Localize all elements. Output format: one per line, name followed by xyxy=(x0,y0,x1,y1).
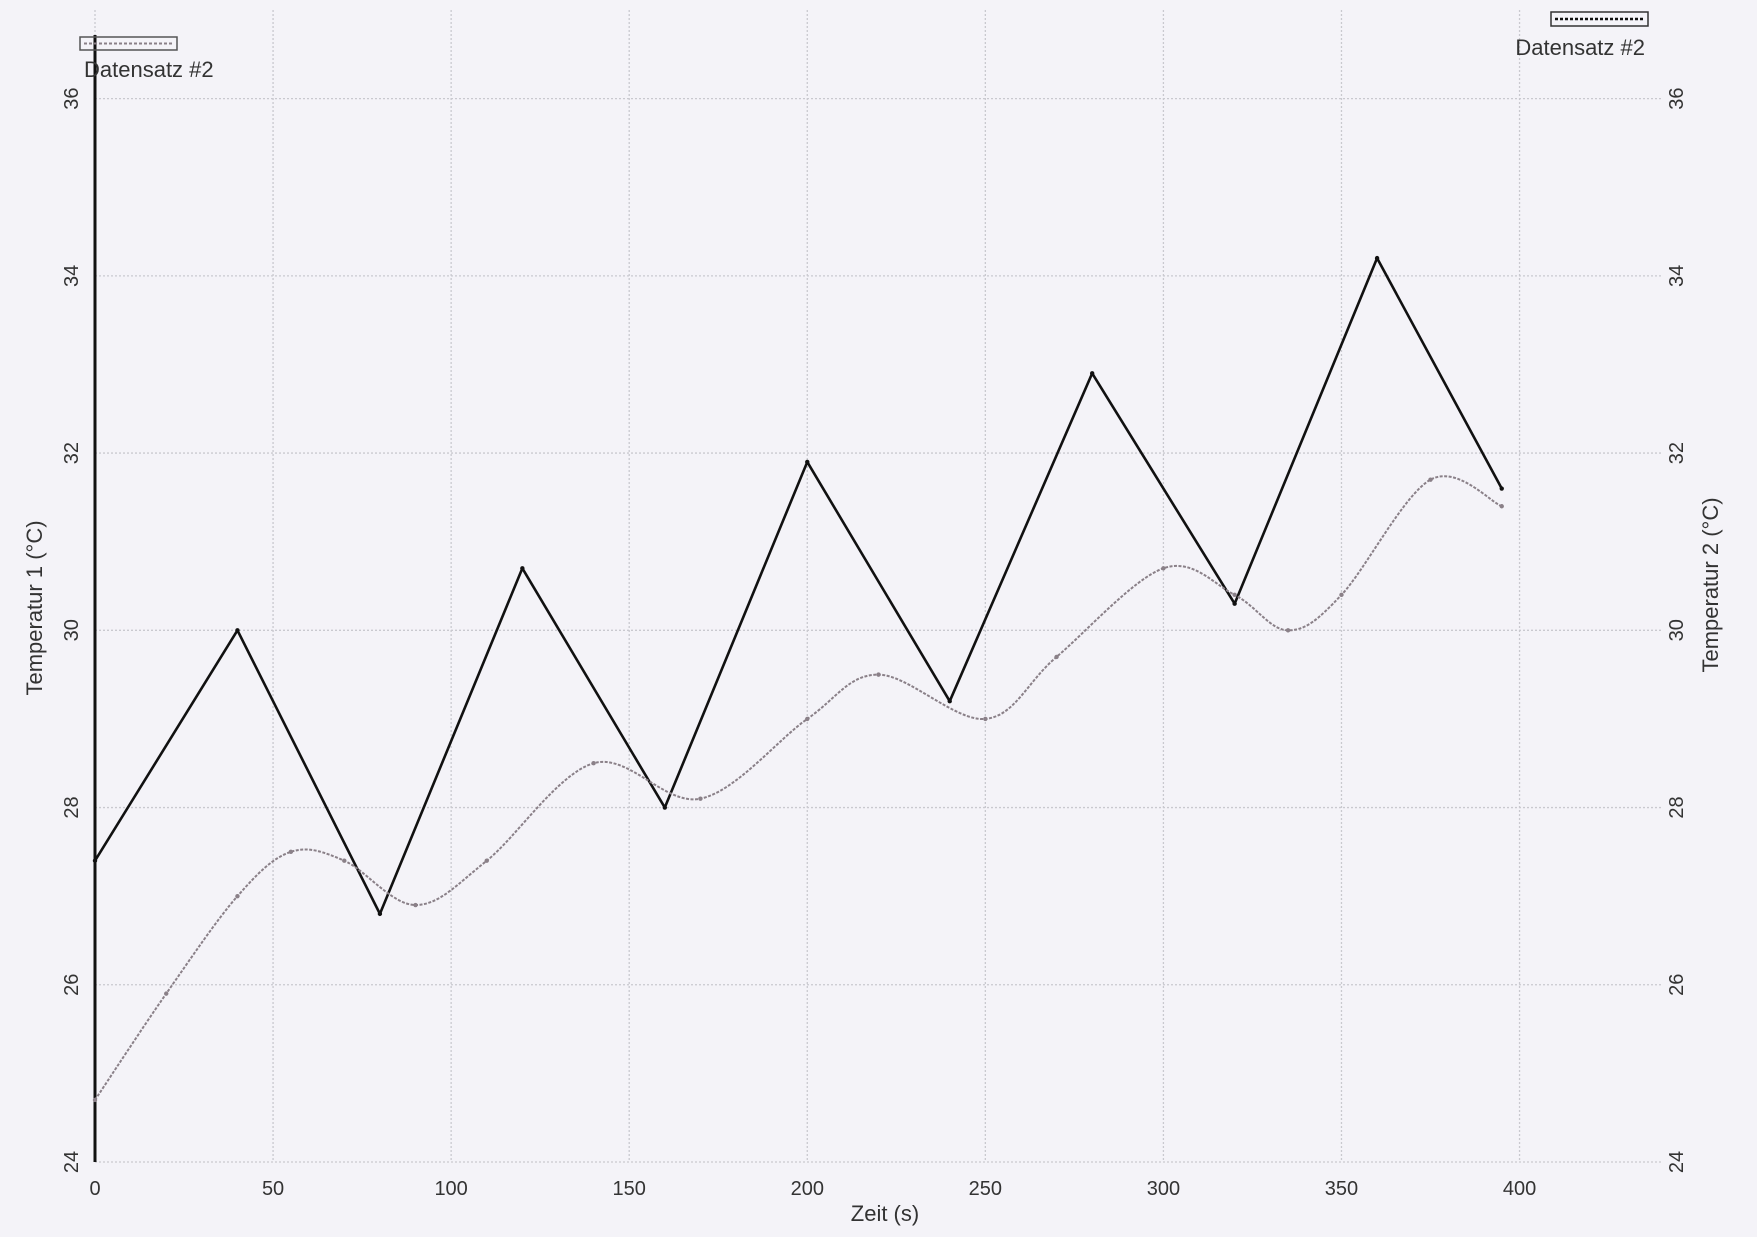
series-1-point xyxy=(1374,255,1380,261)
series-2-point xyxy=(288,849,294,855)
x-axis-label: Zeit (s) xyxy=(851,1201,919,1226)
series-2-point xyxy=(1499,504,1504,509)
series-1-point xyxy=(377,911,383,917)
y-right-tick-label: 34 xyxy=(1666,265,1688,287)
legend-left: Datensatz #2 xyxy=(79,36,214,82)
y-right-tick-label: 28 xyxy=(1666,796,1688,818)
y-left-tick-label: 28 xyxy=(61,796,83,818)
y-left-tick-label: 24 xyxy=(61,1151,83,1173)
series-2-point xyxy=(983,716,988,722)
series-1-point xyxy=(662,805,668,810)
series-2-point xyxy=(1339,592,1344,598)
y-right-tick-label: 26 xyxy=(1666,974,1688,996)
legend-left-label: Datensatz #2 xyxy=(84,57,214,82)
series-2-point xyxy=(413,902,418,908)
y-left-tick-label: 32 xyxy=(61,442,83,464)
y-left-ticks: 24 26 28 30 32 34 36 xyxy=(61,87,83,1173)
series-1-line xyxy=(93,256,1503,916)
y-right-tick-label: 30 xyxy=(1666,619,1688,641)
x-tick-label: 350 xyxy=(1325,1178,1358,1200)
y-right-ticks: 24 26 28 30 32 34 36 xyxy=(1666,87,1688,1173)
x-tick-label: 100 xyxy=(434,1178,467,1200)
series-2-point xyxy=(805,716,810,722)
x-tick-label: 50 xyxy=(262,1178,284,1200)
x-tick-label: 0 xyxy=(89,1178,100,1200)
series-1-point xyxy=(947,699,952,704)
series-2-point xyxy=(1161,566,1166,571)
series-1-point xyxy=(1232,601,1237,606)
x-tick-label: 200 xyxy=(791,1178,824,1200)
legend-right-label: Datensatz #2 xyxy=(1515,35,1645,60)
series-2-point xyxy=(591,761,596,766)
legend-left-swatch-box xyxy=(79,36,178,51)
legend-right-swatch-box xyxy=(1550,11,1649,27)
series-1-point xyxy=(92,858,98,863)
series-2-point xyxy=(92,1097,98,1103)
series-2-point xyxy=(1285,628,1291,633)
x-tick-label: 250 xyxy=(969,1178,1002,1200)
x-ticks: 0 50 100 150 200 250 300 350 400 xyxy=(89,1178,1536,1200)
series-2-point xyxy=(1428,477,1433,482)
x-tick-label: 400 xyxy=(1503,1178,1536,1200)
series-layer xyxy=(92,255,1504,1103)
series-1-point xyxy=(1089,371,1095,376)
series-1-point xyxy=(805,459,810,465)
y-left-tick-label: 34 xyxy=(61,265,83,287)
series-2-point xyxy=(1054,654,1059,660)
x-tick-label: 300 xyxy=(1147,1178,1180,1200)
series-1-point xyxy=(235,628,240,633)
series-2-point xyxy=(484,858,489,863)
series-2-point xyxy=(698,796,703,801)
series-2-point xyxy=(342,858,347,863)
grid xyxy=(94,10,1662,1163)
y-left-tick-label: 30 xyxy=(61,619,83,641)
y-right-tick-label: 32 xyxy=(1666,442,1688,464)
y-left-tick-label: 26 xyxy=(61,974,83,996)
legend-right: Datensatz #2 xyxy=(1515,11,1649,60)
series-2-point xyxy=(164,991,169,996)
series-2-point xyxy=(1232,592,1237,598)
x-tick-label: 150 xyxy=(613,1178,646,1200)
y-right-tick-label: 36 xyxy=(1666,87,1688,109)
series-1-point xyxy=(520,566,525,571)
y-left-tick-label: 36 xyxy=(61,87,83,109)
series-1-point xyxy=(1499,486,1504,491)
series-2-point xyxy=(876,672,881,677)
y-right-tick-label: 24 xyxy=(1666,1151,1688,1173)
y-left-axis-label: Temperatur 1 (°C) xyxy=(22,520,47,695)
series-2-point xyxy=(235,893,240,899)
y-right-axis-label: Temperatur 2 (°C) xyxy=(1698,497,1723,672)
series-2-line xyxy=(94,475,1503,1101)
